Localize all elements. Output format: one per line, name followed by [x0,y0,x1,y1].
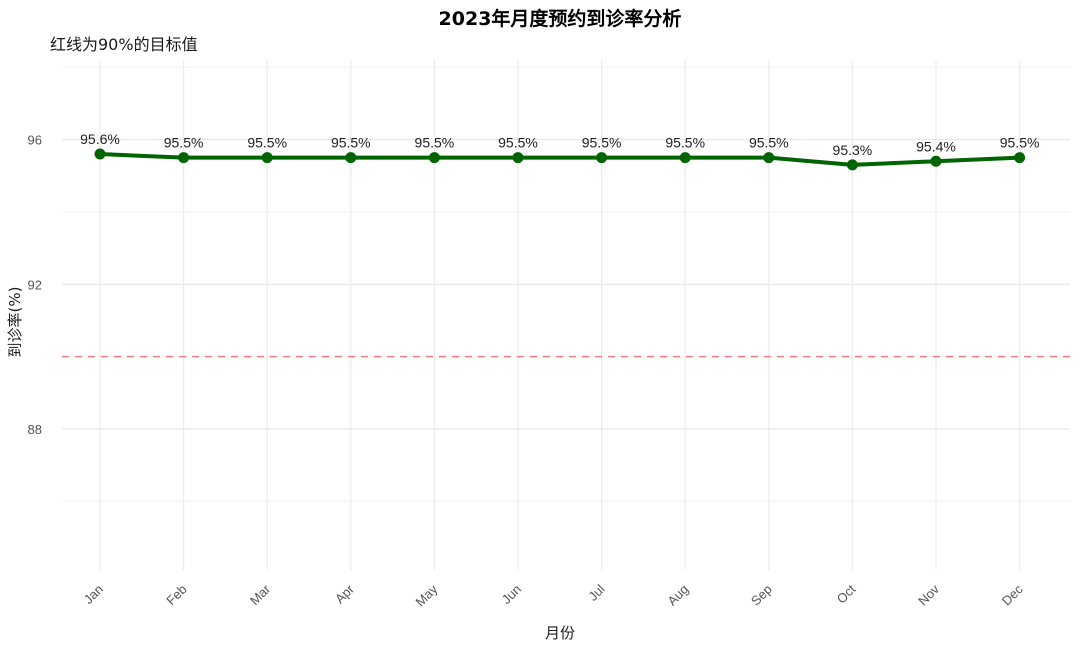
data-point [596,152,608,164]
data-label: 95.5% [498,135,538,151]
chart-subtitle: 红线为90%的目标值 [50,35,198,54]
x-tick-label: Aug [664,582,691,609]
data-point [679,152,691,164]
x-tick-label: Jan [81,582,106,607]
data-point [94,148,106,160]
x-tick-label: Nov [915,581,942,608]
x-tick-label: Oct [834,581,859,606]
data-point [261,152,273,164]
series-line [98,152,1022,167]
data-point [763,152,775,164]
x-tick-label: Jun [499,582,524,607]
x-tick-label: May [413,581,441,609]
y-axis-title: 到诊率(%) [6,287,24,358]
data-point [428,152,440,164]
chart-title: 2023年月度预约到诊率分析 [438,8,682,30]
series-polyline [98,152,1022,167]
y-tick-label: 96 [28,133,42,148]
major-gridlines [62,60,1070,570]
data-label: 95.5% [665,135,705,151]
data-label: 95.6% [80,131,120,147]
data-label: 95.5% [247,135,287,151]
data-label: 95.5% [164,135,204,151]
data-label: 95.5% [415,135,455,151]
data-point [846,159,858,171]
x-tick-label: Jul [585,581,607,603]
data-label: 95.5% [749,135,789,151]
y-tick-label: 92 [28,277,42,292]
minor-gridlines [62,66,1070,502]
data-points [94,148,1026,171]
x-tick-label: Feb [163,582,189,608]
data-point [512,152,524,164]
y-tick-label: 88 [28,422,42,437]
data-point [930,155,942,167]
data-labels: 95.6% 95.5% 95.5% 95.5% 95.5% 95.5% 95.5% 95.5%… [80,131,1039,158]
x-axis-title: 月份 [545,624,575,642]
data-label: 95.5% [1000,135,1040,151]
data-label: 95.5% [582,135,622,151]
data-point [1014,152,1026,164]
x-tick-label: Mar [247,581,274,608]
x-axis-ticks: Jan Feb Mar Apr May Jun Jul Aug Sep Oct Nov Dec [81,581,1026,609]
data-label: 95.4% [916,138,956,154]
data-label: 95.5% [331,135,371,151]
y-axis-ticks: 88 92 96 [28,133,42,437]
x-tick-label: Apr [332,581,357,606]
data-point [178,152,190,164]
x-tick-label: Sep [748,582,775,609]
data-label: 95.3% [833,142,873,158]
x-tick-label: Dec [999,581,1026,608]
data-point [345,152,357,164]
